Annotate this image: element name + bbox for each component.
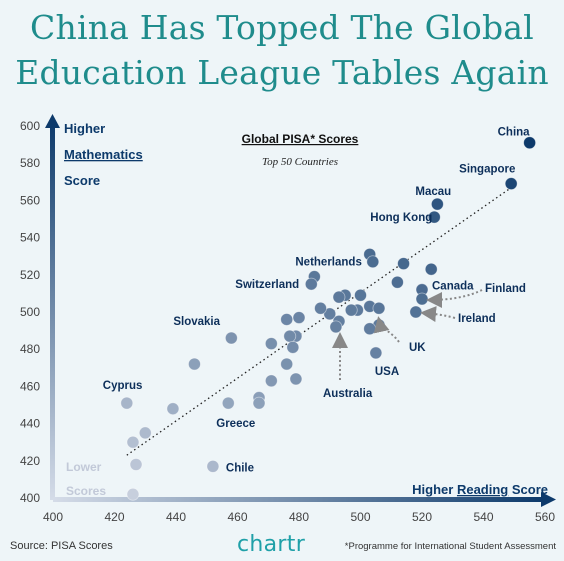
annotation-label: Ireland [458,313,496,325]
data-point [332,290,346,304]
data-point [427,210,441,224]
y-tick-label: 480 [20,342,40,356]
lower-label-line2: Scores [66,484,106,498]
data-point [363,322,377,336]
x-tick-label: 480 [289,510,309,524]
data-point [372,301,386,315]
data-point [409,305,423,319]
x-axis-label: Higher Reading Score [412,482,548,497]
data-point [286,340,300,354]
x-tick-label: 560 [535,510,555,524]
data-point [314,301,327,315]
y-axis-label-line3: Score [64,173,100,188]
page-title-line-1: China Has Topped The Global [30,8,534,47]
data-point [283,329,297,343]
point-label: Macau [415,186,451,198]
data-point [304,277,318,291]
data-point [354,288,367,302]
annotation-arrow [420,306,456,322]
x-axis-arrow-icon [541,492,556,507]
data-point [390,275,404,289]
y-tick-label: 420 [20,454,40,468]
chart-subtitle: Top 50 Countries [262,156,338,168]
data-point [289,372,303,386]
y-tick-label: 540 [20,231,40,245]
annotation-label: Finland [485,283,526,295]
page-title-line-2: Education League Tables Again [15,53,549,92]
x-tick-label: 420 [104,510,124,524]
x-tick-label: 540 [473,510,493,524]
data-point [120,396,134,410]
y-tick-label: 580 [20,156,40,170]
x-axis-line [53,497,543,502]
data-point [252,396,266,410]
y-axis-arrow-icon [45,114,60,128]
point-label: Singapore [459,164,515,176]
annotation-label: UK [409,342,426,354]
y-axis-line [50,122,55,500]
point-label: Canada [432,281,474,293]
data-point [280,357,294,371]
footnote: *Programme for International Student Ass… [344,541,556,552]
data-point [397,257,410,271]
data-point [329,320,343,334]
point-label: Netherlands [295,257,361,269]
data-point [523,136,537,150]
y-tick-label: 500 [20,305,40,319]
y-tick-label: 440 [20,417,40,431]
y-tick-label: 600 [20,119,40,133]
source-note: Source: PISA Scores [10,540,113,552]
data-point [166,402,180,416]
data-point [323,307,337,321]
x-tick-label: 440 [166,510,186,524]
annotation-label: Australia [323,388,373,400]
data-point [188,357,201,371]
y-axis-label-line2: Mathematics [64,147,143,162]
point-label: Slovakia [173,316,220,328]
data-point [504,177,518,191]
point-label: China [498,127,531,139]
y-axis-label-line1: Higher [64,121,105,136]
lower-label-line1: Lower [66,460,102,474]
point-label: USA [375,366,399,378]
data-point [224,331,238,345]
point-label: Chile [226,462,254,474]
point-label: Switzerland [235,279,299,291]
data-point [366,255,380,269]
x-tick-label: 520 [412,510,432,524]
x-tick-label: 400 [43,510,63,524]
data-point [369,346,383,360]
data-point [129,458,143,471]
data-point [344,303,358,317]
data-point [126,487,140,501]
annotation-arrow [373,316,400,343]
y-tick-label: 400 [20,491,40,505]
data-point [424,262,438,276]
point-label: Cyprus [103,380,143,392]
point-label: Hong Kong [370,212,432,224]
chart-title: Global PISA* Scores [242,132,359,146]
data-point [206,459,220,473]
data-point [292,311,306,324]
y-tick-label: 560 [20,193,40,207]
point-label: Greece [216,418,255,430]
data-point [264,337,278,351]
y-tick-label: 520 [20,268,40,282]
data-point [138,426,152,440]
data-point [221,396,235,410]
data-point [126,435,140,449]
y-tick-label: 460 [20,379,40,393]
data-point [264,374,278,388]
data-point [415,292,429,306]
x-tick-label: 460 [227,510,247,524]
x-tick-label: 500 [350,510,370,524]
data-point [430,197,444,211]
data-point [280,313,294,326]
annotation-arrow [426,289,483,308]
brand-logo: chartr [237,532,306,557]
